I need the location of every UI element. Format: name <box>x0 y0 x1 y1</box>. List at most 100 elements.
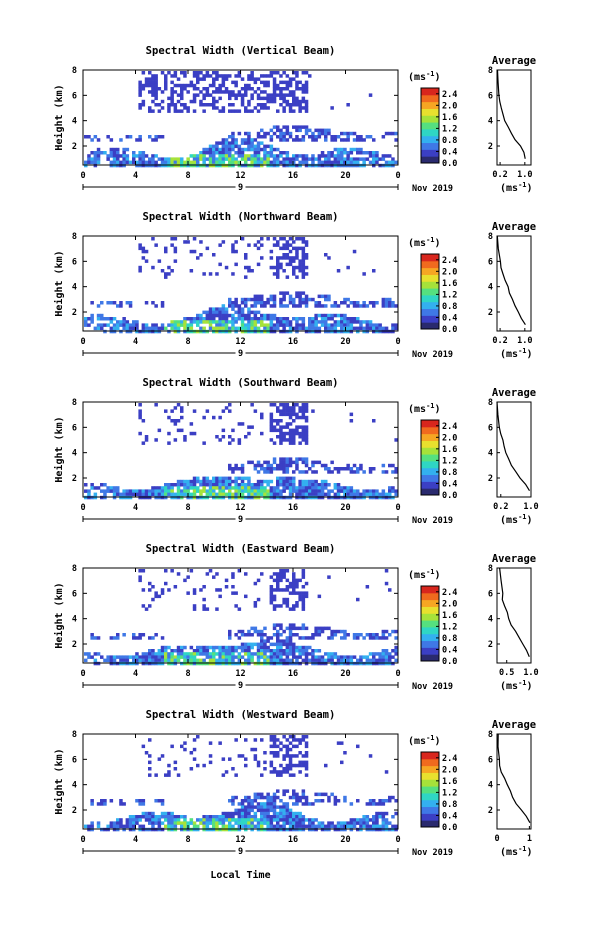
heatmap-cell <box>231 163 235 168</box>
heatmap-cell <box>272 744 277 749</box>
heatmap-cell <box>221 109 226 113</box>
unit-text: (ms <box>500 183 518 194</box>
heatmap-cell <box>378 326 382 331</box>
heatmap-cell <box>160 157 165 161</box>
heatmap-cell <box>224 492 229 497</box>
heatmap-cell <box>304 265 309 270</box>
heatmap-cell <box>330 317 334 321</box>
heatmap-cell <box>365 658 370 663</box>
heatmap-cell <box>279 435 283 439</box>
heatmap-cell <box>253 824 258 829</box>
heatmap-cell <box>199 240 203 244</box>
heatmap-cell <box>256 301 261 305</box>
heatmap-cell <box>112 323 117 327</box>
heatmap-cell <box>208 144 213 149</box>
heatmap-cell <box>253 90 258 94</box>
heatmap-cell <box>285 160 290 165</box>
heatmap-cell <box>90 799 94 803</box>
heatmap-cell <box>324 792 328 797</box>
heatmap-cell <box>279 131 283 136</box>
heatmap-cell <box>352 824 357 829</box>
heatmap-cell <box>212 160 216 165</box>
heatmap-cell <box>189 163 194 168</box>
heatmap-cell <box>304 419 309 423</box>
heatmap-cell <box>244 811 248 816</box>
colorbar-tick-label: 1.2 <box>442 456 457 466</box>
heatmap-cell <box>173 71 178 75</box>
heatmap-cell <box>282 789 286 793</box>
heatmap-cell <box>138 578 142 583</box>
heatmap-cell <box>317 135 322 139</box>
heatmap-cell <box>292 821 296 825</box>
heatmap-cell <box>320 792 325 797</box>
heatmap-cell <box>317 655 322 659</box>
heatmap-cell <box>234 80 238 85</box>
heatmap-cell <box>199 658 203 663</box>
heatmap-cell <box>295 428 299 433</box>
heatmap-cell <box>202 441 206 445</box>
heatmap-cell <box>247 642 251 647</box>
heatmap-cell <box>295 744 299 749</box>
heatmap-cell <box>324 157 328 161</box>
heatmap-cell <box>205 661 210 666</box>
heatmap-cell <box>192 320 197 324</box>
heatmap-cell <box>192 483 197 487</box>
y-tick-label: 6 <box>72 257 77 267</box>
heatmap-cell <box>112 160 117 165</box>
heatmap-cell <box>151 154 155 158</box>
heatmap-cell <box>288 489 293 493</box>
heatmap-cell <box>285 457 290 461</box>
heatmap-cell <box>119 323 123 327</box>
heatmap-cell <box>221 409 226 413</box>
heatmap-cell <box>256 483 261 487</box>
heatmap-cell <box>135 329 139 334</box>
colorbar-segment <box>421 792 439 801</box>
heatmap-cell <box>269 256 274 260</box>
heatmap-cell <box>269 249 274 254</box>
heatmap-cell <box>276 572 280 576</box>
heatmap-cell <box>327 313 331 318</box>
heatmap-cell <box>317 658 322 663</box>
heatmap-cell <box>314 128 318 133</box>
heatmap-cell <box>327 151 331 155</box>
heatmap-cell <box>176 652 181 656</box>
heatmap-cell <box>276 157 280 161</box>
average-y-tick-label: 6 <box>488 257 493 267</box>
heatmap-cell <box>138 246 142 251</box>
heatmap-cell <box>228 103 232 107</box>
heatmap-cell <box>260 329 264 334</box>
heatmap-cell <box>132 326 136 331</box>
unit-exponent: -1 <box>426 402 434 410</box>
heatmap-cell <box>215 157 219 161</box>
heatmap-cell <box>141 103 146 107</box>
heatmap-cell <box>119 163 123 168</box>
colorbar-segment <box>421 772 439 780</box>
heatmap-cell <box>231 795 235 800</box>
heatmap-cell <box>272 237 277 241</box>
heatmap-cell <box>292 476 296 481</box>
heatmap-cell <box>372 329 376 334</box>
heatmap-cell <box>173 157 178 161</box>
heatmap-cell <box>276 71 280 75</box>
heatmap-cell <box>183 661 187 666</box>
heatmap-cell <box>180 649 184 653</box>
heatmap-cell <box>215 658 219 663</box>
heatmap-cell <box>196 77 200 81</box>
heatmap-cell <box>288 93 293 97</box>
heatmap-cell <box>352 304 357 308</box>
heatmap-cell <box>314 629 318 634</box>
heatmap-cell <box>279 431 283 436</box>
x-tick-label: 20 <box>340 171 350 181</box>
heatmap-cell <box>212 163 216 168</box>
heatmap-cell <box>93 636 98 640</box>
heatmap-cell <box>279 815 283 819</box>
heatmap-cell <box>87 157 91 161</box>
heatmap-cell <box>308 323 312 327</box>
heatmap-cell <box>327 799 331 803</box>
heatmap-cell <box>228 652 232 656</box>
heatmap-cell <box>128 661 133 666</box>
heatmap-cell <box>340 160 344 165</box>
heatmap-cell <box>212 655 216 659</box>
heatmap-cell <box>253 818 258 822</box>
average-y-tick-label: 2 <box>488 308 493 318</box>
